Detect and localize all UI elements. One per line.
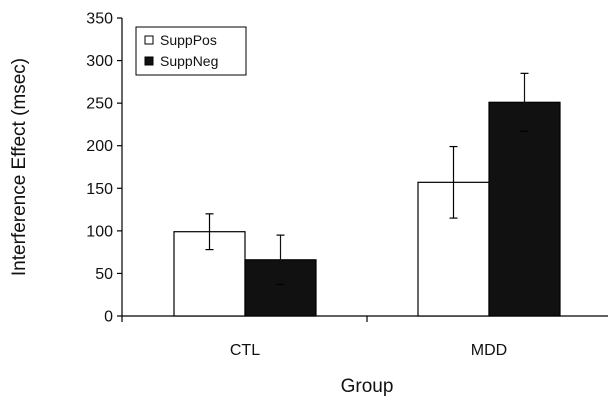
legend-swatch-supppos <box>144 35 154 45</box>
y-tick-label: 300 <box>86 53 113 70</box>
legend-box <box>135 26 247 76</box>
y-tick-label: 250 <box>86 96 113 113</box>
legend: SuppPos SuppNeg <box>135 26 247 76</box>
y-ticks: 0 50 100 150 200 250 300 350 <box>86 11 122 326</box>
legend-label-supppos: SuppPos <box>160 32 217 48</box>
legend-label-suppneg: SuppNeg <box>160 53 218 69</box>
bars <box>173 101 561 317</box>
y-tick-label: 100 <box>86 223 113 240</box>
x-tick-label-mdd: MDD <box>471 342 507 359</box>
x-axis-title: Group <box>341 376 394 397</box>
y-tick-label: 0 <box>104 309 113 326</box>
y-axis-title: Interference Effect (msec) <box>9 58 30 276</box>
legend-swatch-suppneg <box>144 56 154 66</box>
y-tick-label: 350 <box>86 11 113 28</box>
x-ticks: CTL MDD <box>121 316 507 359</box>
error-bars <box>205 72 529 286</box>
x-tick-label-ctl: CTL <box>230 342 260 359</box>
bar-suppneg-mdd <box>488 101 561 317</box>
y-tick-label: 50 <box>95 266 113 283</box>
y-tick-label: 150 <box>86 181 113 198</box>
y-tick-label: 200 <box>86 138 113 155</box>
